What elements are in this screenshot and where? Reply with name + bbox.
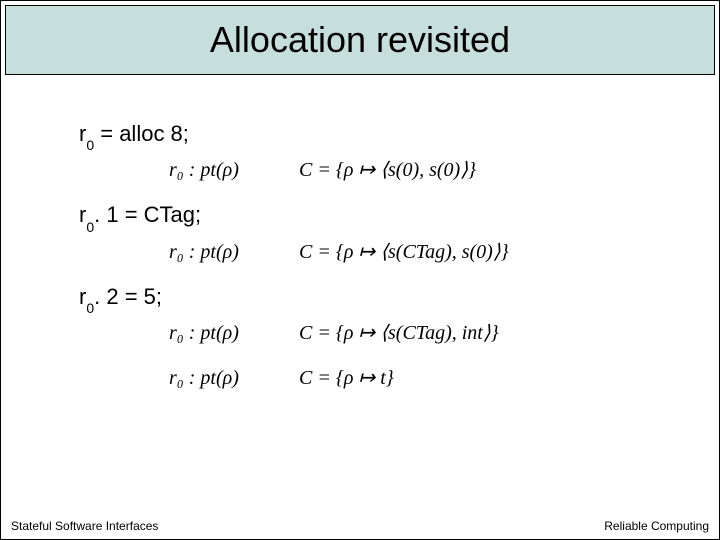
constraint: C = {ρ ↦ ⟨s(CTag), int⟩}: [299, 320, 499, 345]
code-rest: = alloc 8;: [94, 121, 189, 146]
footer: Stateful Software Interfaces Reliable Co…: [11, 519, 709, 533]
slide: Allocation revisited r0 = alloc 8; r₀ : …: [0, 0, 720, 540]
annotation-row-3: r₀ : pt(ρ) C = {ρ ↦ ⟨s(CTag), int⟩}: [169, 320, 679, 345]
subscript: 0: [86, 300, 94, 316]
subscript: 0: [86, 137, 94, 153]
typing: r₀ : pt(ρ): [169, 159, 299, 182]
code-line-2: r0. 1 = CTag;: [79, 202, 679, 230]
footer-left: Stateful Software Interfaces: [11, 519, 158, 533]
slide-title: Allocation revisited: [210, 19, 510, 61]
typing: r₀ : pt(ρ): [169, 241, 299, 264]
code-line-1: r0 = alloc 8;: [79, 121, 679, 149]
constraint: C = {ρ ↦ ⟨s(0), s(0)⟩}: [299, 157, 476, 182]
subscript: 0: [86, 219, 94, 235]
annotation-row-2: r₀ : pt(ρ) C = {ρ ↦ ⟨s(CTag), s(0)⟩}: [169, 239, 679, 264]
slide-body: r0 = alloc 8; r₀ : pt(ρ) C = {ρ ↦ ⟨s(0),…: [79, 121, 679, 410]
code-line-3: r0. 2 = 5;: [79, 284, 679, 312]
annotation-row-4: r₀ : pt(ρ) C = {ρ ↦ t}: [169, 365, 679, 390]
title-box: Allocation revisited: [5, 5, 715, 75]
typing: r₀ : pt(ρ): [169, 322, 299, 345]
typing: r₀ : pt(ρ): [169, 367, 299, 390]
constraint: C = {ρ ↦ ⟨s(CTag), s(0)⟩}: [299, 239, 509, 264]
annotation-row-1: r₀ : pt(ρ) C = {ρ ↦ ⟨s(0), s(0)⟩}: [169, 157, 679, 182]
code-rest: . 2 = 5;: [94, 284, 162, 309]
footer-right: Reliable Computing: [604, 519, 709, 533]
constraint: C = {ρ ↦ t}: [299, 365, 394, 390]
code-rest: . 1 = CTag;: [94, 202, 201, 227]
